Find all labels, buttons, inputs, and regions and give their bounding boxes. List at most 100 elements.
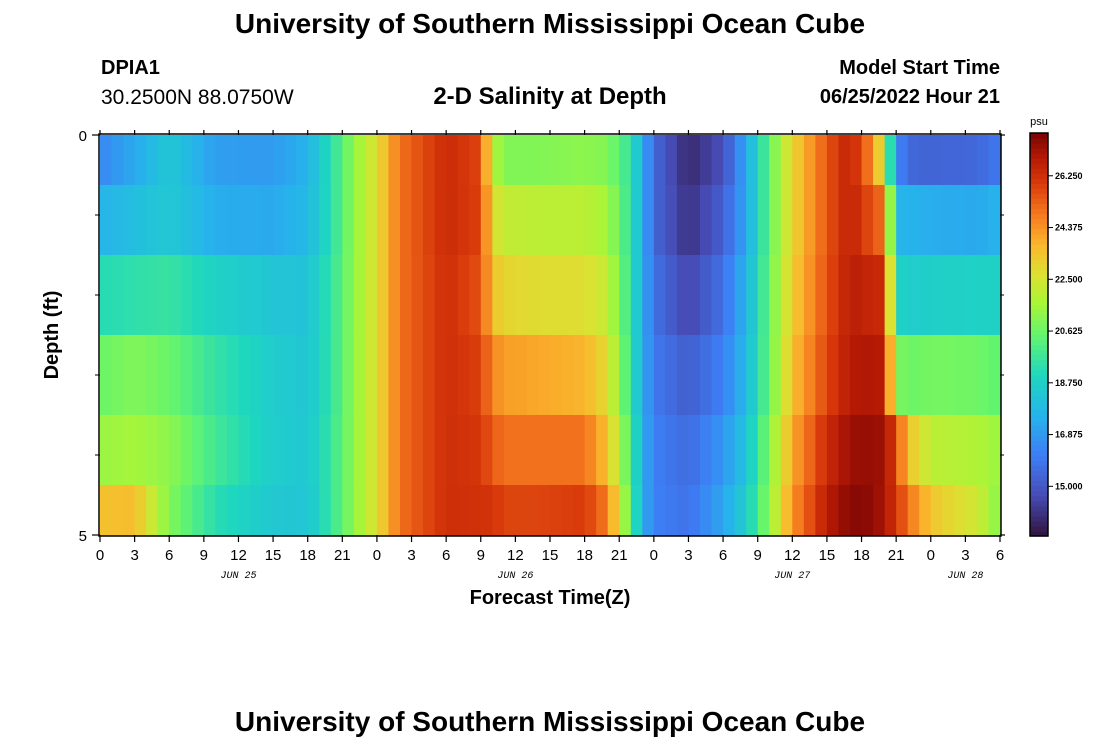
heatmap-cell xyxy=(203,415,216,486)
heatmap-cell xyxy=(307,335,320,416)
heatmap-cell xyxy=(134,415,147,486)
x-tick-label: 21 xyxy=(334,547,351,564)
heatmap-cell xyxy=(965,135,978,186)
heatmap-cell xyxy=(561,185,574,256)
colorbar-segment xyxy=(1030,384,1048,391)
heatmap-cell xyxy=(769,255,782,336)
colorbar-segment xyxy=(1030,354,1048,361)
heatmap-cell xyxy=(515,185,528,256)
heatmap-cell xyxy=(469,415,482,486)
heatmap-cell xyxy=(757,135,770,186)
x-tick-label: 15 xyxy=(265,547,282,564)
heatmap-cell xyxy=(746,335,759,416)
station-coordinates: 30.2500N 88.0750W xyxy=(101,86,294,109)
heatmap-cell xyxy=(688,135,701,186)
heatmap-cell xyxy=(457,415,470,486)
heatmap-cell xyxy=(515,135,528,186)
heatmap-cell xyxy=(203,485,216,536)
heatmap-cell xyxy=(480,185,493,256)
heatmap-cell xyxy=(123,485,136,536)
heatmap-cell xyxy=(769,415,782,486)
heatmap-cell xyxy=(192,185,205,256)
colorbar-segment xyxy=(1030,269,1048,275)
x-tick-label: 12 xyxy=(507,547,524,564)
heatmap-cell xyxy=(700,485,713,536)
heatmap-cell xyxy=(988,415,1001,486)
heatmap-cell xyxy=(319,185,332,256)
heatmap-cell xyxy=(492,415,505,486)
heatmap-cell xyxy=(873,255,886,336)
colorbar-tick-label: 18.750 xyxy=(1055,378,1083,388)
heatmap-cell xyxy=(434,185,447,256)
colorbar-segment xyxy=(1030,349,1048,356)
heatmap-cell xyxy=(711,185,724,256)
x-day-label: JUN 27 xyxy=(774,571,810,582)
heatmap-cell xyxy=(123,135,136,186)
heatmap-cell xyxy=(700,335,713,416)
heatmap-cell xyxy=(515,335,528,416)
heatmap-cell xyxy=(896,255,909,336)
heatmap-cell xyxy=(826,255,840,336)
colorbar-segment xyxy=(1030,440,1048,446)
heatmap-cell xyxy=(365,415,378,486)
colorbar-segment xyxy=(1030,505,1048,512)
heatmap-cell xyxy=(642,135,655,186)
heatmap-cell xyxy=(492,485,505,536)
heatmap-cell xyxy=(284,335,297,416)
heatmap-cell xyxy=(757,185,770,256)
heatmap-cell xyxy=(607,335,620,416)
heatmap-cell xyxy=(665,485,678,536)
heatmap-cell xyxy=(873,415,886,486)
colorbar-segment xyxy=(1030,495,1048,502)
heatmap-cell xyxy=(861,335,874,416)
colorbar-segment xyxy=(1030,238,1048,245)
heatmap-cell xyxy=(803,335,816,416)
colorbar-segment xyxy=(1030,399,1048,406)
heatmap-cell xyxy=(711,135,724,186)
colorbar-tick-label: 16.875 xyxy=(1055,430,1083,440)
heatmap-cell xyxy=(284,255,297,336)
heatmap-cell xyxy=(480,135,493,186)
heatmap-cell xyxy=(146,135,159,186)
colorbar-segment xyxy=(1030,410,1048,416)
heatmap-cell xyxy=(296,255,309,336)
colorbar-segment xyxy=(1030,314,1048,320)
heatmap-cell xyxy=(561,485,574,536)
heatmap-cell xyxy=(607,485,620,536)
heatmap-cell xyxy=(573,485,586,536)
heatmap-cell xyxy=(792,185,805,256)
heatmap-cell xyxy=(215,185,228,256)
heatmap-cell xyxy=(653,415,666,486)
heatmap-cell xyxy=(238,415,251,486)
heatmap-cell xyxy=(688,415,701,486)
heatmap-cell xyxy=(723,335,736,416)
colorbar-segment xyxy=(1030,324,1048,331)
heatmap-cell xyxy=(596,335,609,416)
heatmap-cell xyxy=(111,135,124,186)
heatmap-cell xyxy=(376,185,390,256)
heatmap-cell xyxy=(988,485,1001,536)
x-tick-label: 6 xyxy=(719,547,727,564)
heatmap-cell xyxy=(169,335,182,416)
heatmap-cell xyxy=(746,255,759,336)
heatmap-cell xyxy=(861,485,874,536)
heatmap-cell xyxy=(757,335,770,416)
heatmap-cell xyxy=(942,485,955,536)
heatmap-cell xyxy=(850,485,863,536)
heatmap-cell xyxy=(353,485,366,536)
colorbar: 15.000 16.875 18.750 20.625 22.500 24.375 26.2… xyxy=(1029,116,1083,537)
heatmap-cell xyxy=(111,335,124,416)
heatmap-cell xyxy=(838,485,851,536)
heatmap-cell xyxy=(792,415,805,486)
heatmap-cell xyxy=(400,135,413,186)
heatmap-cell xyxy=(330,335,343,416)
heatmap-cell xyxy=(411,485,424,536)
y-tick-label: 0 xyxy=(79,128,87,145)
colorbar-segment xyxy=(1030,425,1048,431)
heatmap-cell xyxy=(792,255,805,336)
heatmap-cell xyxy=(353,185,366,256)
heatmap-cell xyxy=(826,485,840,536)
heatmap-cell xyxy=(919,335,932,416)
x-tick-label: 0 xyxy=(373,547,381,564)
heatmap-cell xyxy=(400,415,413,486)
